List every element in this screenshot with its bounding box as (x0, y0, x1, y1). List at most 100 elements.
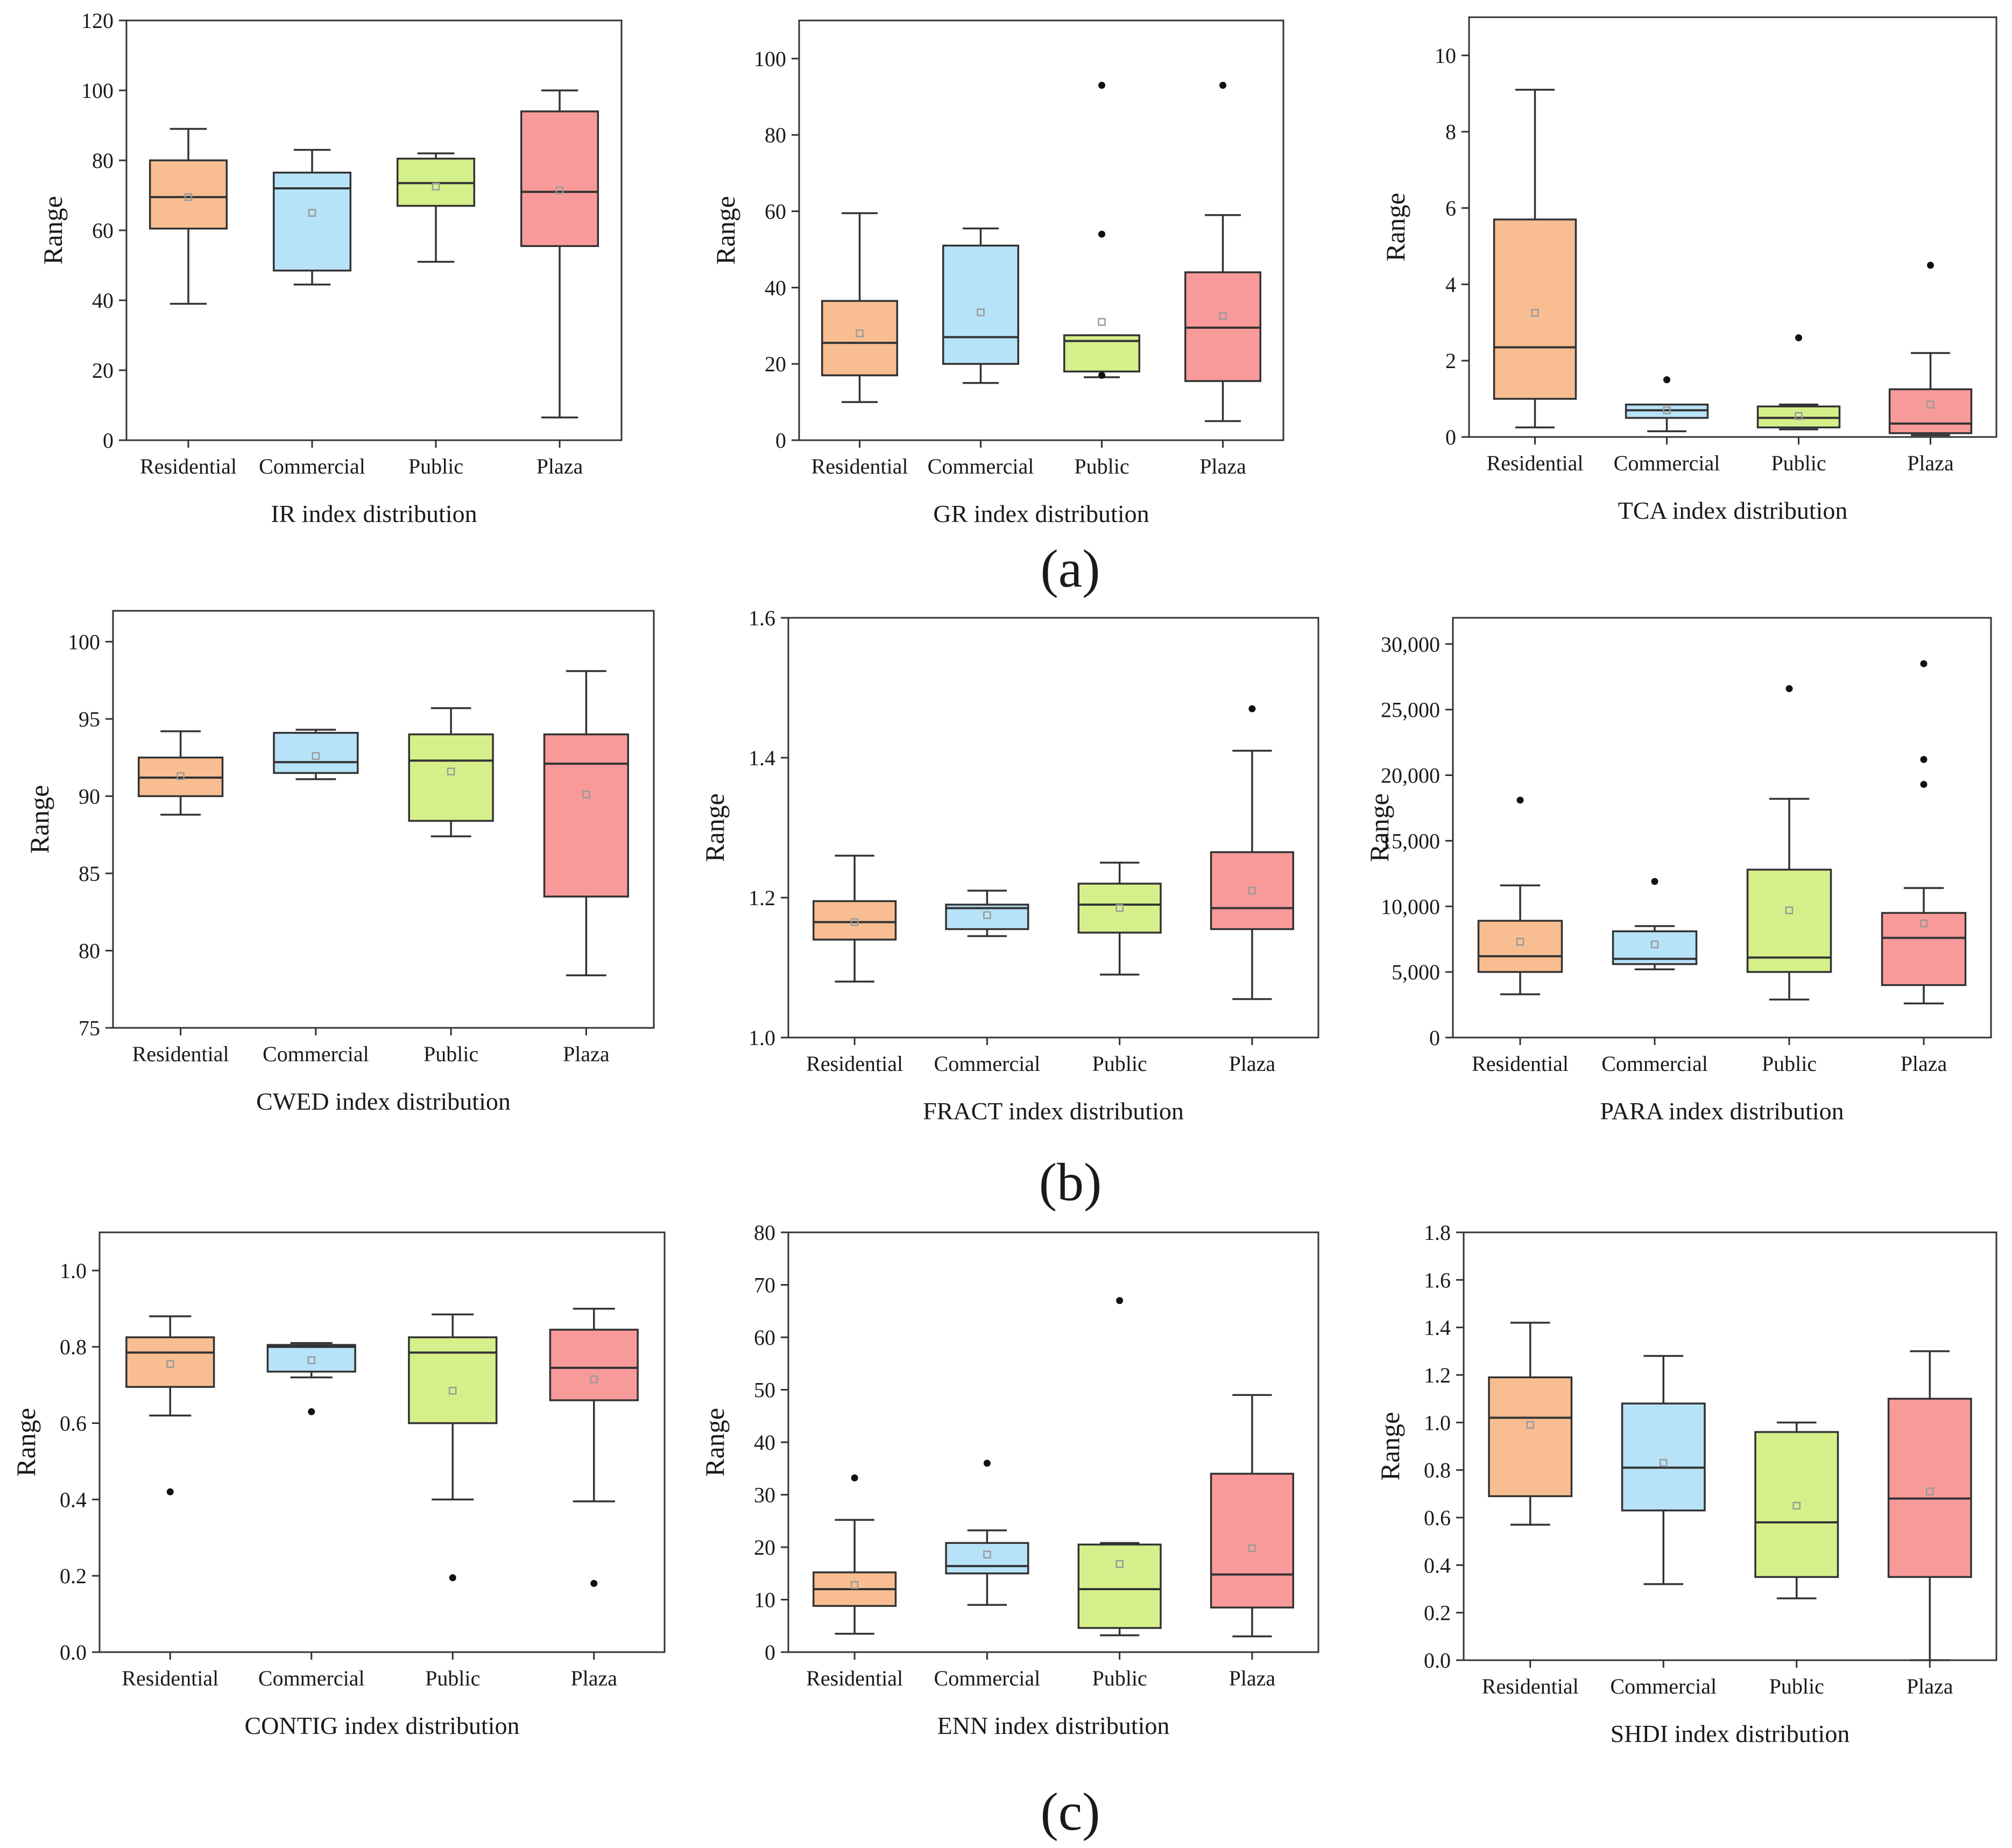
mean-marker (856, 329, 864, 337)
mean-marker (1116, 904, 1124, 912)
y-tick-label: 0 (1429, 1026, 1440, 1050)
iqr-box (1888, 388, 1973, 434)
y-tick-label: 0.8 (60, 1335, 87, 1359)
x-tick-label: Plaza (1907, 1674, 1953, 1698)
y-tick-label: 0.4 (60, 1487, 87, 1512)
iqr-box (125, 1336, 215, 1388)
chart-8: 0.0 0.2 0.4 0.6 0.8 1.0 1.2 1.4 1.6 1.8 Range Resid… (1375, 1221, 1997, 1747)
box-public (1063, 82, 1140, 379)
y-tick-label: 8 (1445, 120, 1456, 144)
box-residential (821, 212, 898, 403)
x-tick-label: Plaza (563, 1042, 610, 1066)
mean-marker (432, 182, 440, 191)
chart-caption: IR index distribution (271, 500, 477, 527)
chart-caption: CWED index distribution (256, 1088, 511, 1115)
y-tick-label: 80 (79, 939, 100, 963)
chart-5: 0 5,000 10,000 15,000 20,000 25,000 30,000 Rang… (1364, 617, 1992, 1125)
outlier-point (590, 1579, 598, 1587)
mean-marker (1219, 312, 1227, 320)
y-tick-label: 60 (92, 218, 114, 243)
iqr-box (266, 1344, 356, 1373)
chart-6: 0.0 0.2 0.4 0.6 0.8 1.0 Range Residential Commer… (11, 1231, 666, 1739)
iqr-box (821, 300, 898, 377)
chart-caption: ENN index distribution (937, 1712, 1170, 1739)
x-tick-label: Residential (132, 1042, 229, 1066)
mean-marker (307, 1356, 315, 1364)
y-tick-label: 0.2 (60, 1564, 87, 1588)
y-tick-label: 75 (79, 1016, 100, 1040)
box-plaza (1888, 262, 1973, 436)
x-tick-label: Plaza (1229, 1666, 1276, 1690)
box-plaza (543, 670, 630, 977)
chart-4: 1.0 1.2 1.4 1.6 Range Residential Commercial Pu… (700, 606, 1319, 1125)
mean-marker (1650, 940, 1659, 949)
x-tick-label: Residential (1472, 1052, 1569, 1076)
outlier-point (851, 1474, 858, 1482)
y-tick-label: 0.8 (1424, 1458, 1451, 1483)
mean-marker (1926, 400, 1935, 408)
plot-frame (787, 617, 1319, 1039)
plot-frame (98, 1231, 666, 1653)
outlier-point (1663, 376, 1670, 384)
y-tick-label: 1.0 (1424, 1410, 1451, 1435)
y-axis-label: Range (700, 1408, 730, 1477)
x-tick-label: Public (408, 454, 463, 478)
mean-marker (1248, 1544, 1256, 1553)
iqr-box (1881, 912, 1967, 986)
chart-caption: PARA index distribution (1600, 1097, 1844, 1125)
mean-marker (1248, 886, 1256, 895)
box-residential (149, 128, 228, 305)
y-tick-label: 80 (754, 1221, 775, 1245)
y-tick-label: 15,000 (1381, 829, 1440, 853)
chart-caption: SHDI index distribution (1611, 1720, 1850, 1747)
iqr-box (408, 733, 494, 822)
plot-frame (1468, 16, 1997, 438)
x-tick-label: Commercial (263, 1042, 369, 1066)
y-tick-label: 0.4 (1424, 1553, 1451, 1577)
box-public (1756, 334, 1841, 431)
y-tick-label: 25,000 (1381, 698, 1440, 722)
box-residential (1493, 88, 1577, 429)
x-tick-label: Commercial (934, 1052, 1041, 1076)
y-tick-label: 1.8 (1424, 1221, 1451, 1245)
outlier-point (1785, 685, 1793, 693)
box-commercial (945, 890, 1029, 937)
box-residential (1488, 1322, 1573, 1526)
mean-marker (1660, 1459, 1668, 1467)
iqr-box (942, 244, 1019, 365)
x-tick-label: Commercial (1610, 1674, 1717, 1698)
box-public (408, 1313, 498, 1582)
box-plaza (1184, 82, 1261, 422)
mean-marker (1792, 1501, 1801, 1510)
iqr-box (1621, 1402, 1706, 1512)
y-tick-label: 0 (1445, 425, 1456, 449)
y-tick-label: 0.2 (1424, 1601, 1451, 1625)
x-tick-label: Plaza (536, 454, 583, 478)
y-tick-label: 1.0 (749, 1026, 775, 1050)
box-commercial (1621, 1355, 1706, 1585)
box-commercial (266, 1342, 356, 1415)
outlier-point (1927, 262, 1934, 269)
y-tick-label: 60 (765, 200, 786, 224)
outlier-point (1098, 82, 1105, 89)
y-tick-label: 0.0 (60, 1640, 87, 1664)
mean-marker (449, 1387, 457, 1395)
x-tick-label: Public (1769, 1674, 1824, 1698)
iqr-box (1077, 883, 1162, 934)
y-tick-label: 1.4 (749, 746, 775, 770)
iqr-box (1488, 1376, 1573, 1498)
iqr-box (1746, 869, 1832, 973)
mean-marker (1531, 309, 1539, 317)
x-tick-label: Residential (122, 1666, 218, 1690)
y-axis-label: Range (1375, 1412, 1405, 1481)
x-tick-label: Commercial (259, 454, 365, 478)
y-axis-label: Range (710, 196, 740, 265)
box-public (1077, 1297, 1162, 1637)
y-tick-label: 1.6 (1424, 1268, 1451, 1292)
box-commercial (1625, 376, 1709, 433)
y-tick-label: 5,000 (1392, 960, 1440, 984)
x-tick-label: Commercial (1614, 451, 1720, 475)
box-commercial (1612, 878, 1698, 970)
box-residential (813, 1474, 897, 1635)
